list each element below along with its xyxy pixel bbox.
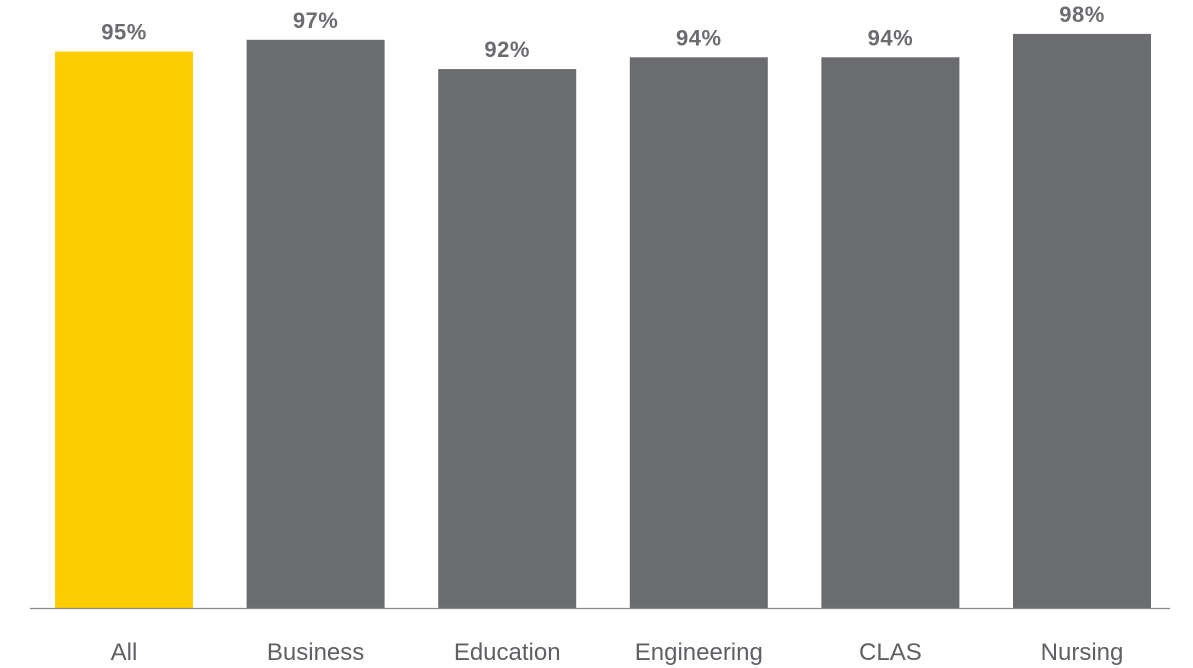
value-label-engineering: 94%	[676, 25, 722, 50]
category-label-business: Business	[267, 639, 364, 666]
category-label-all: All	[111, 639, 138, 666]
value-label-business: 97%	[293, 8, 339, 33]
bar-all	[55, 51, 193, 608]
category-label-nursing: Nursing	[1041, 639, 1124, 666]
category-label-clas: CLAS	[859, 639, 922, 666]
bar-business	[246, 39, 385, 609]
value-labels-layer: 95% 97% 92% 94% 94% 98%	[101, 2, 1105, 62]
bar-education	[438, 69, 577, 609]
value-label-nursing: 98%	[1059, 2, 1105, 27]
bar-engineering	[629, 57, 768, 609]
value-label-clas: 94%	[868, 25, 914, 50]
bar-clas	[821, 57, 960, 609]
category-labels-layer: All Business Education Engineering CLAS Nursi…	[111, 639, 1124, 666]
value-label-all: 95%	[101, 20, 147, 45]
category-label-engineering: Engineering	[635, 639, 763, 666]
bars-layer	[55, 33, 1151, 609]
bar-nursing	[1013, 33, 1151, 608]
category-label-education: Education	[454, 639, 561, 666]
value-label-education: 92%	[484, 37, 530, 62]
